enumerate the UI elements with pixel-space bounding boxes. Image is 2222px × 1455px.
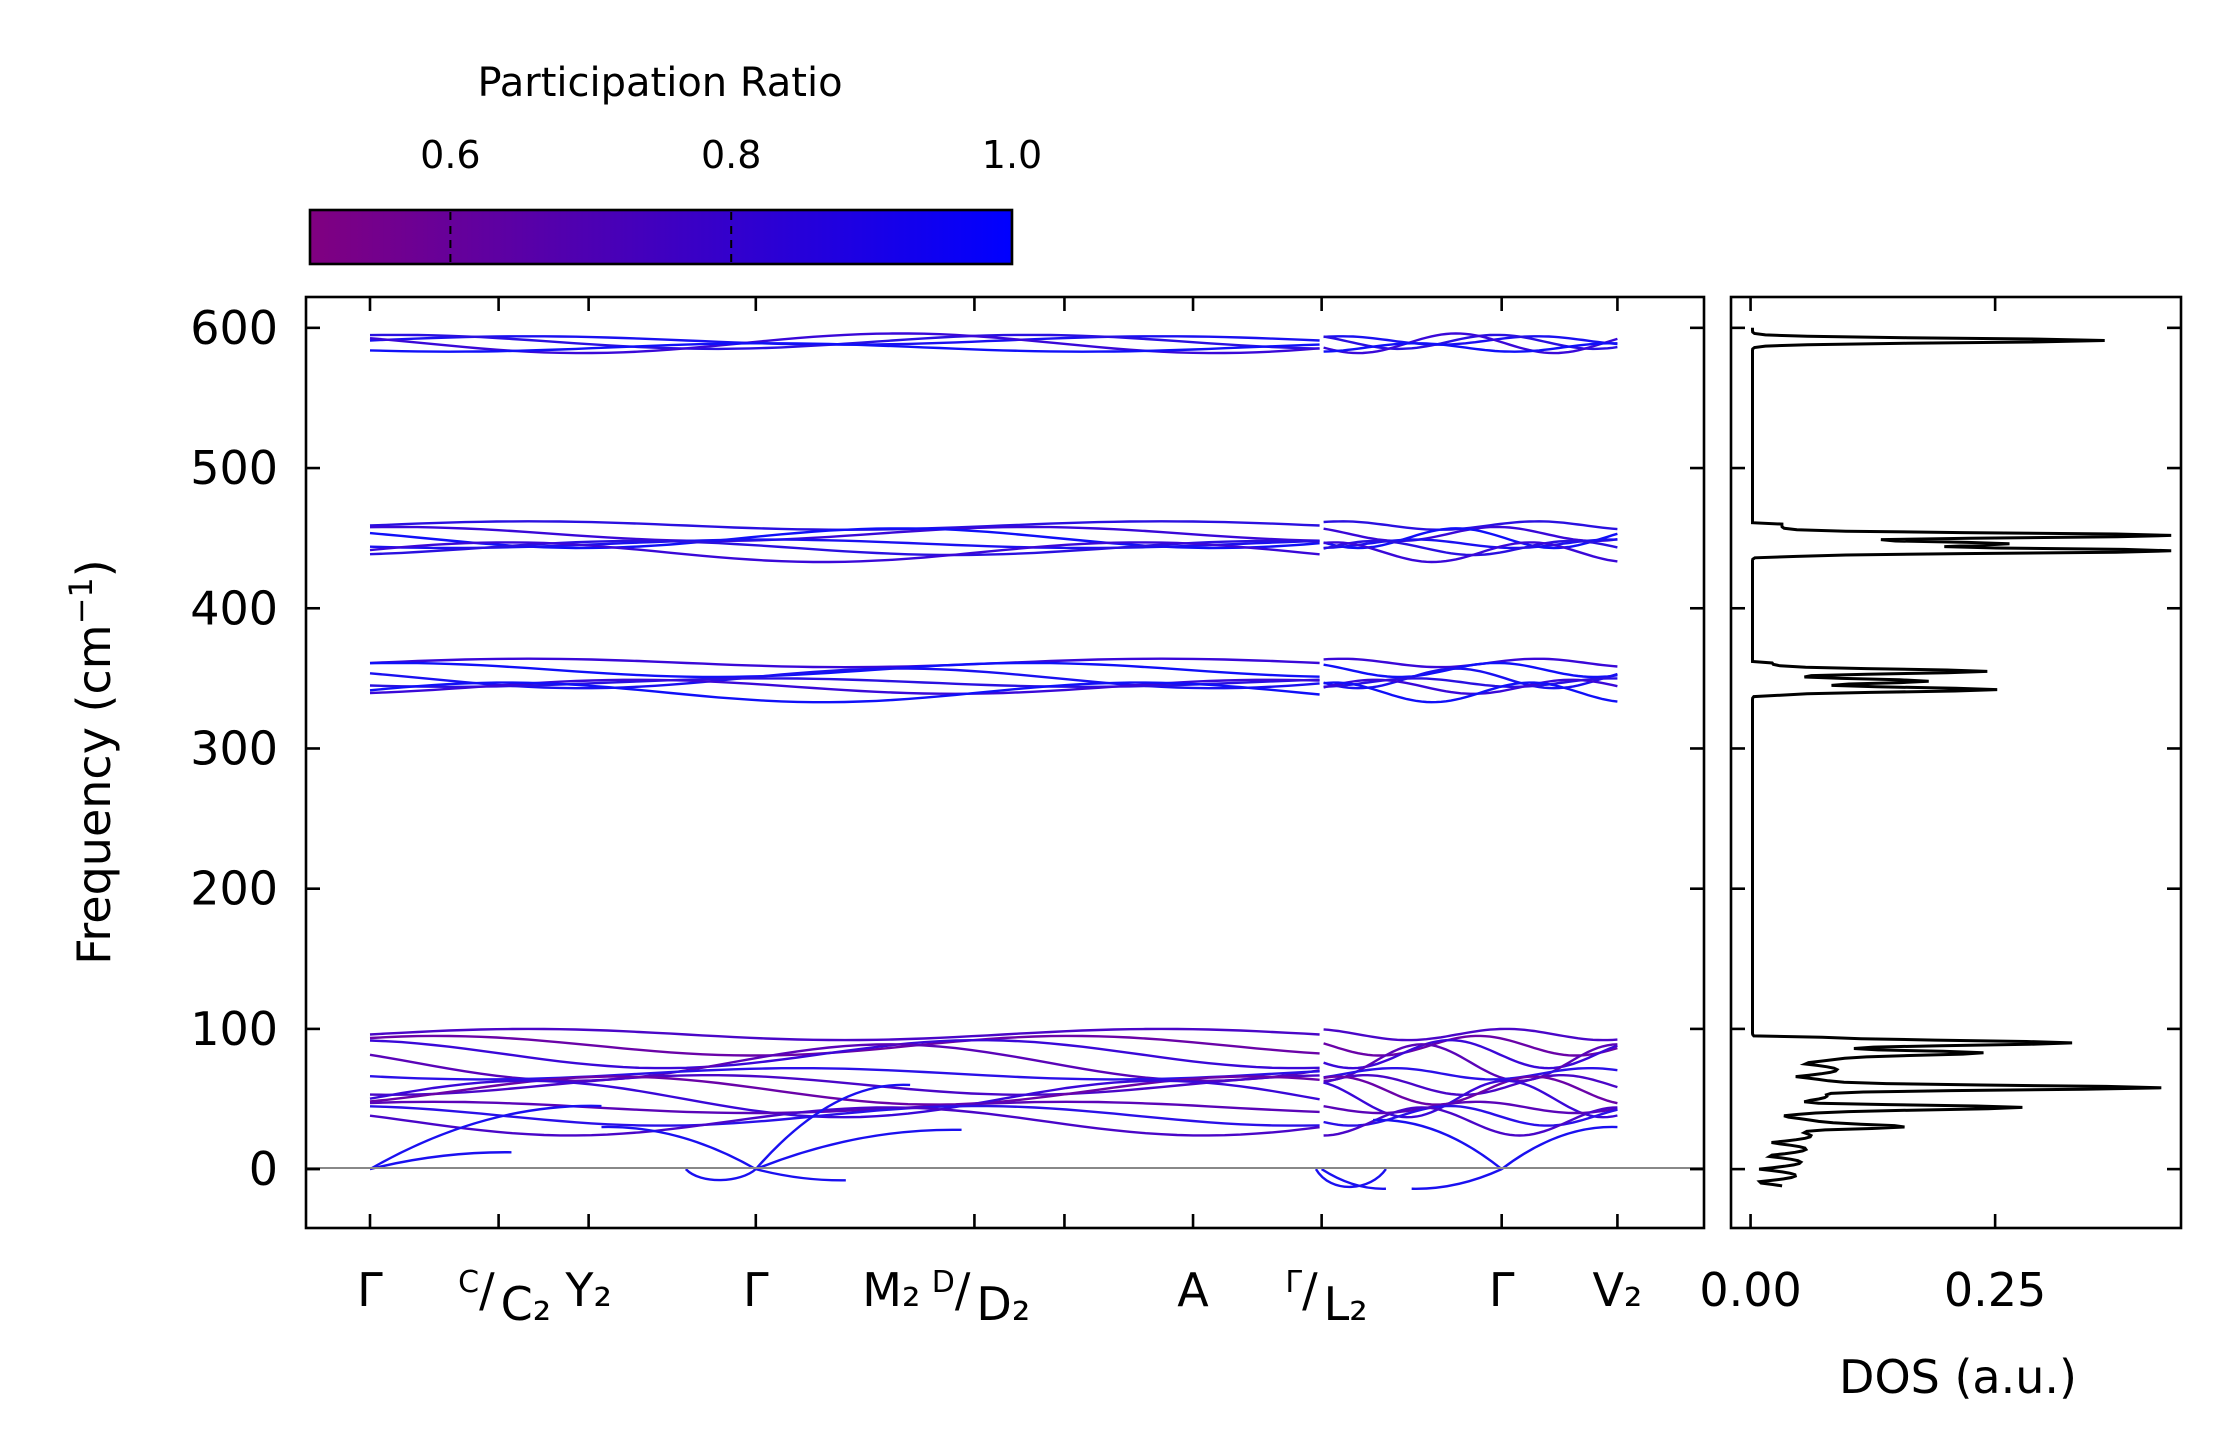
y-tick-label: 0 [249,1142,278,1196]
band-k-ticks: Γ C/C₂ Y₂ Γ D/D₂ M₂ A Γ/L₂ Γ V₂ [357,297,1642,1331]
k-tick-label-sub: L₂ [1324,1277,1368,1331]
band-line [369,342,1320,353]
y-tick-label: 100 [190,1002,278,1056]
dos-axes-frame [1729,295,2183,1230]
band-line [1323,1075,1618,1106]
y-tick-label: 600 [190,301,278,355]
band-line [1323,1074,1618,1096]
band-line [369,1079,1320,1119]
imaginary-mode-dip [1314,1168,1387,1189]
colorbar-tick-label: 0.8 [701,133,761,177]
band-line [1323,1079,1618,1119]
k-tick-label: Γ/ [1285,1263,1318,1317]
band-axes-frame [304,295,1706,1230]
band-line [369,1039,1320,1070]
y-tick-label: 300 [190,721,278,775]
band-line [1323,678,1618,695]
k-tick-label: V₂ [1592,1263,1642,1317]
band-line [369,657,1320,669]
dos-x-axis-title: DOS (a.u.) [1839,1350,2077,1404]
k-tick-label: A [1177,1263,1209,1317]
band-line [369,661,1320,679]
band-line [1323,1027,1618,1042]
band-line [369,520,1320,532]
acoustic-branch [755,1167,846,1182]
band-line [1323,1038,1618,1070]
band-line [369,1100,1320,1115]
band-line [1323,541,1618,564]
band-line [1323,681,1618,704]
band-line [1323,1104,1618,1127]
band-line [369,1074,1320,1097]
colorbar-tick-label: 0.6 [420,133,480,177]
band-line [1323,1067,1618,1081]
imaginary-mode-dip [684,1168,757,1182]
dos-x-ticks: 0.00 0.25 [1699,297,2046,1317]
band-line [369,1104,1320,1127]
acoustic-branch [1500,1125,1618,1171]
band-line [1323,527,1618,550]
band-line [369,525,1320,543]
k-tick-label: Y₂ [564,1263,612,1317]
band-line [1323,335,1618,346]
dos-x-tick-label: 0.25 [1944,1263,2046,1317]
y-tick-label: 200 [190,862,278,916]
k-tick-label-sub: D₂ [976,1277,1030,1331]
band-line [1323,1100,1618,1115]
acoustic-branch [601,1125,757,1171]
k-tick-label: Γ [357,1263,383,1317]
acoustic-branch [755,1128,962,1171]
band-y-axis-title: Frequency (cm−1) [62,559,121,964]
band-line [369,1027,1320,1042]
dos-x-tick-label: 0.00 [1699,1263,1801,1317]
k-tick-label: M₂ [862,1263,920,1317]
colorbar-ticks: 0.6 0.8 1.0 [420,133,1042,262]
dos-curve [1751,327,2172,1188]
band-line [1323,1034,1618,1057]
band-line [369,1067,1320,1081]
y-tick-label: 500 [190,441,278,495]
band-line [1323,661,1618,679]
band-line [1323,677,1618,688]
band-y-ticks: 0 100 200 300 400 500 600 [190,301,1704,1196]
k-tick-label-sub: C₂ [501,1277,552,1331]
band-lines [369,332,1618,1190]
band-line [1323,538,1618,550]
colorbar-gradient [308,208,1014,266]
band-line [1323,1043,1618,1083]
k-tick-label: Γ [1489,1263,1515,1317]
band-line [369,539,1320,557]
k-tick-label: C/ [458,1263,495,1317]
acoustic-branch [369,1151,512,1171]
acoustic-branch [1373,1118,1503,1171]
band-line [369,538,1320,550]
colorbar: Participation Ratio 0.6 0.8 1.0 [308,60,1042,266]
acoustic-branch [754,1083,911,1170]
colorbar-title: Participation Ratio [477,60,842,106]
k-tick-label: D/ [932,1263,971,1317]
dos-panel: 0.00 0.25 DOS (a.u.) [1699,295,2183,1404]
colorbar-tick-label: 1.0 [982,133,1042,177]
acoustic-branch [369,1104,602,1171]
band-line [1323,520,1618,531]
band-line [369,681,1320,704]
y-tick-label: 400 [190,581,278,635]
band-line [1323,342,1618,353]
band-line [369,541,1320,564]
band-line [369,677,1320,688]
acoustic-branch [1320,1168,1386,1190]
band-line [1323,1106,1618,1137]
band-line [1323,332,1618,355]
band-line [369,1106,1320,1137]
k-tick-label: Γ [743,1263,769,1317]
acoustic-branch [1411,1168,1503,1190]
dos-y-ticks [1731,326,2181,1171]
band-line [369,1043,1320,1083]
band-line [1323,667,1618,690]
